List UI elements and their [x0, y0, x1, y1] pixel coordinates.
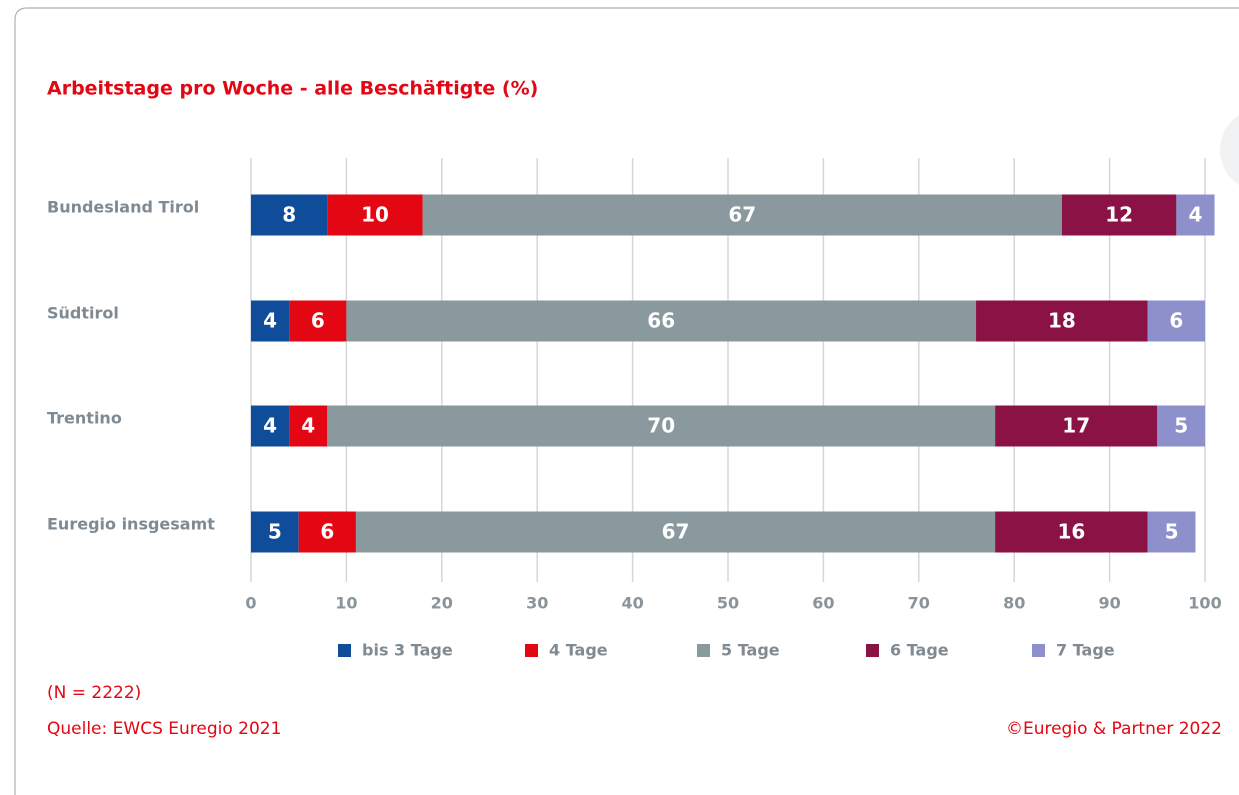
bar-segment: [298, 511, 356, 553]
x-tick-label: 70: [908, 594, 930, 613]
bar-segment: [251, 511, 299, 553]
bar-segment: [289, 300, 347, 342]
y-tick-label: Trentino: [47, 409, 122, 428]
legend-swatch: [697, 644, 710, 657]
source: Quelle: EWCS Euregio 2021: [47, 719, 281, 739]
decoration: [1220, 114, 1239, 186]
data-label: 67: [728, 203, 756, 227]
x-tick-label: 30: [526, 594, 548, 613]
legend-label: 4 Tage: [549, 641, 608, 660]
bar-segment: [251, 300, 290, 342]
legend-swatch: [866, 644, 879, 657]
bar-segment: [1061, 194, 1177, 236]
data-label: 70: [647, 414, 675, 438]
x-tick-label: 0: [245, 594, 256, 613]
bar-segment: [1157, 405, 1205, 447]
bar-segment: [355, 511, 996, 553]
data-label: 4: [1188, 203, 1202, 227]
data-label: 4: [301, 414, 315, 438]
bar-segment: [422, 194, 1062, 236]
data-label: 6: [320, 520, 334, 544]
legend-swatch: [525, 644, 538, 657]
legend-label: bis 3 Tage: [362, 641, 453, 660]
chart-title: Arbeitstage pro Woche - alle Beschäftigt…: [47, 78, 538, 100]
data-label: 5: [1165, 520, 1179, 544]
bar-segment: [976, 300, 1148, 342]
bar-segment: [327, 194, 423, 236]
bar-segment: [1147, 300, 1205, 342]
data-label: 16: [1058, 520, 1086, 544]
x-tick-label: 50: [717, 594, 739, 613]
bar-segment: [289, 405, 328, 447]
data-label: 5: [1174, 414, 1188, 438]
legend-label: 6 Tage: [890, 641, 949, 660]
data-label: 4: [263, 309, 277, 333]
legend-swatch: [1032, 644, 1045, 657]
x-tick-label: 10: [335, 594, 357, 613]
bar-segment: [346, 300, 977, 342]
legend-label: 7 Tage: [1056, 641, 1115, 660]
legend-swatch: [338, 644, 351, 657]
note: (N = 2222): [47, 683, 141, 703]
data-label: 12: [1105, 203, 1133, 227]
card-border: [14, 7, 1239, 795]
data-label: 6: [311, 309, 325, 333]
data-label: 10: [361, 203, 389, 227]
x-tick-label: 80: [1003, 594, 1025, 613]
data-label: 8: [282, 203, 296, 227]
y-tick-label: Bundesland Tirol: [47, 198, 199, 217]
bar-segment: [251, 194, 328, 236]
bar-segment: [251, 405, 290, 447]
bar-segment: [995, 405, 1158, 447]
y-tick-label: Südtirol: [47, 304, 119, 323]
copyright: ©Euregio & Partner 2022: [1006, 719, 1222, 739]
x-tick-label: 60: [812, 594, 834, 613]
data-label: 6: [1169, 309, 1183, 333]
data-label: 4: [263, 414, 277, 438]
bar-segment: [995, 511, 1148, 553]
x-tick-label: 20: [431, 594, 453, 613]
data-label: 5: [268, 520, 282, 544]
data-label: 17: [1062, 414, 1090, 438]
y-tick-label: Euregio insgesamt: [47, 515, 215, 534]
x-tick-label: 90: [1098, 594, 1120, 613]
data-label: 18: [1048, 309, 1076, 333]
data-label: 66: [647, 309, 675, 333]
bar-segment: [1176, 194, 1215, 236]
x-tick-label: 100: [1188, 594, 1221, 613]
data-label: 67: [662, 520, 690, 544]
bar-segment: [1147, 511, 1196, 553]
legend-label: 5 Tage: [721, 641, 780, 660]
bar-segment: [327, 405, 996, 447]
x-tick-label: 40: [621, 594, 643, 613]
